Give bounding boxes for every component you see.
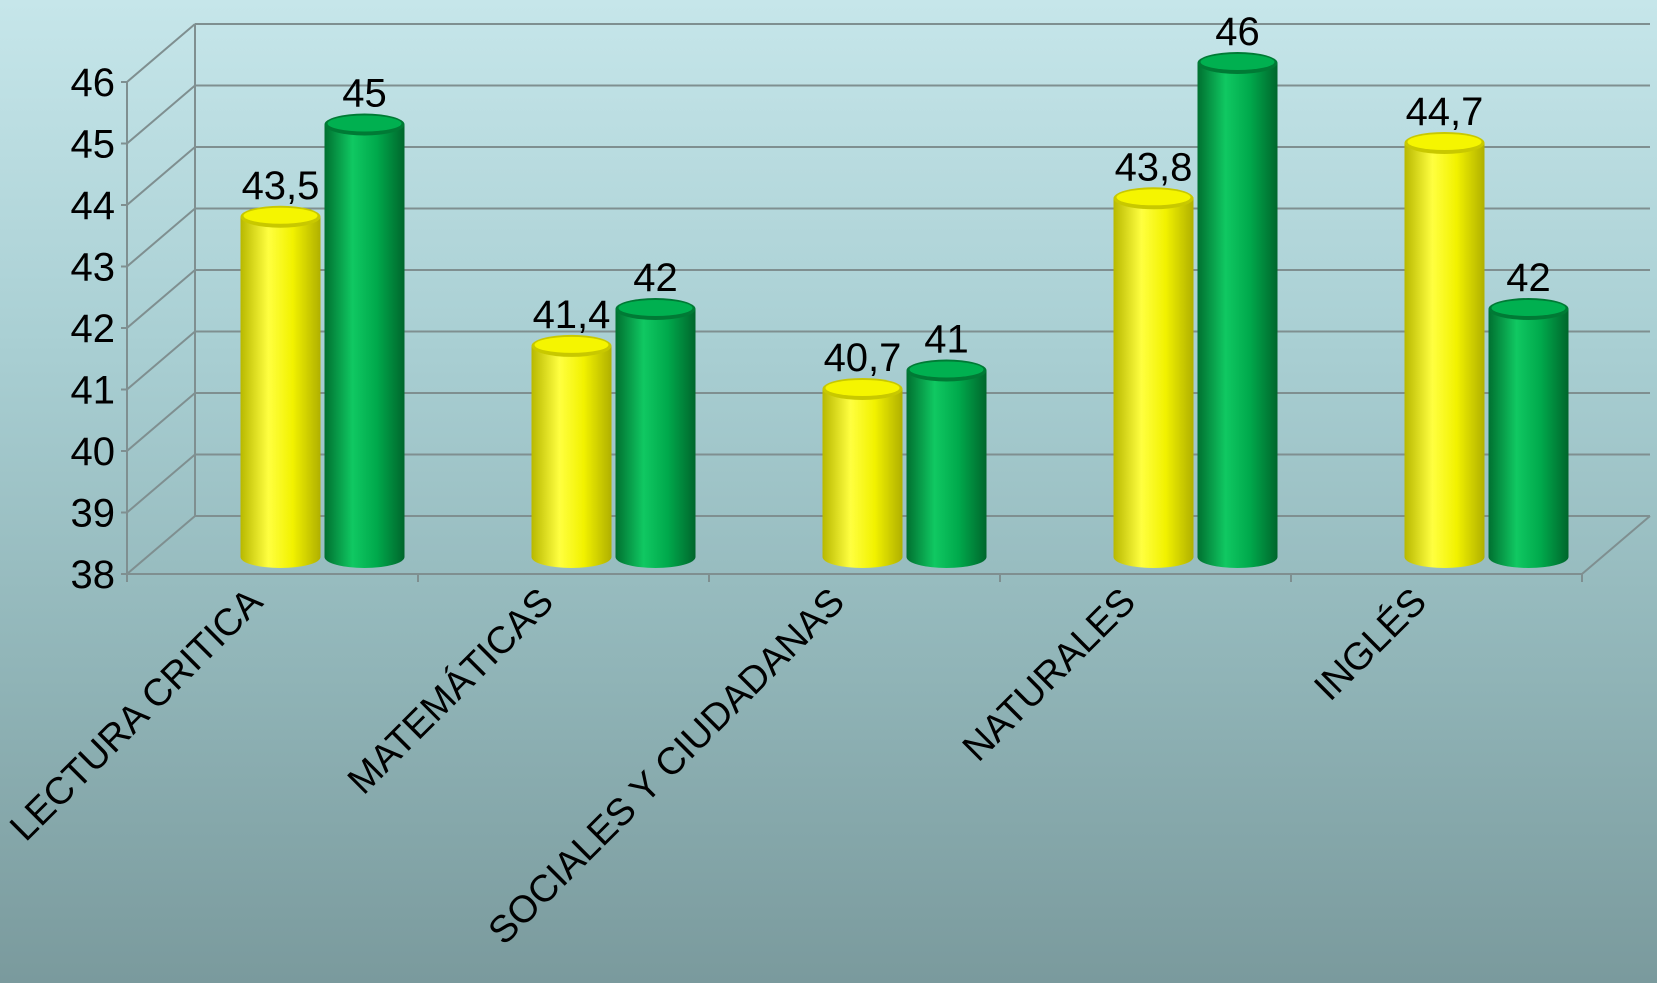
- gridline-diagonal: [126, 84, 196, 145]
- bar-top-highlight: [1407, 133, 1482, 150]
- bar: [906, 359, 987, 568]
- bar-top-highlight: [534, 336, 609, 353]
- y-tick-label: 43: [71, 246, 116, 290]
- bar: [1404, 131, 1485, 568]
- y-tick-label: 41: [71, 369, 116, 413]
- y-tick-label: 40: [71, 430, 116, 474]
- data-label: 45: [342, 72, 387, 116]
- y-tick-label: 42: [71, 307, 116, 351]
- x-category-label: NATURALES: [955, 581, 1144, 770]
- bar: [1113, 187, 1194, 569]
- bar-body: [324, 124, 405, 568]
- data-label: 42: [633, 256, 678, 300]
- bar: [822, 377, 903, 568]
- bar-body: [822, 388, 903, 568]
- gridline-diagonal: [126, 207, 196, 268]
- y-tick-label: 46: [71, 61, 116, 105]
- bar-body: [906, 370, 987, 568]
- gridline-diagonal: [126, 453, 196, 514]
- gridline-diagonal: [126, 392, 196, 452]
- gridline-diagonal: [126, 269, 196, 329]
- x-category-label: LECTURA CRITICA: [2, 580, 271, 849]
- data-label: 40,7: [824, 336, 902, 380]
- data-label: 46: [1215, 10, 1260, 54]
- data-label: 41,4: [533, 293, 611, 337]
- gridline-diagonal: [126, 146, 196, 206]
- bar-top-highlight: [909, 361, 984, 378]
- bar-body: [1404, 142, 1485, 568]
- bar-top-highlight: [825, 379, 900, 396]
- bar-body: [1113, 198, 1194, 569]
- y-tick-label: 45: [71, 123, 116, 167]
- data-labels: 43,5 45 LECTURA CRITICA 41,4 42 MATEMÁTICAS 40…: [2, 10, 1550, 953]
- bar: [240, 205, 321, 568]
- bar-top-highlight: [1491, 300, 1566, 316]
- gridline-diagonal: [126, 23, 196, 83]
- data-label: 43,8: [1115, 145, 1193, 189]
- axes: 38 39 40 41 42 43 44 45 46: [71, 24, 1651, 597]
- bar: [324, 113, 405, 568]
- bar: [531, 334, 612, 568]
- gridline-diagonal: [126, 330, 196, 391]
- bar-body: [615, 309, 696, 568]
- y-tick-label: 38: [71, 553, 116, 597]
- bar-body: [531, 345, 612, 568]
- data-label: 43,5: [242, 164, 320, 208]
- bar-body: [1197, 63, 1278, 568]
- y-tick-label: 39: [71, 492, 116, 536]
- data-label: 41: [924, 318, 969, 362]
- x-category-label: SOCIALES Y CIUDADANAS: [481, 581, 853, 953]
- bar-top-highlight: [243, 207, 318, 224]
- x-category-label: INGLÉS: [1306, 580, 1435, 709]
- bars: [240, 52, 1569, 569]
- bar: [615, 298, 696, 568]
- bar: [1197, 52, 1278, 568]
- bar-body: [1488, 309, 1569, 568]
- bar-top-highlight: [1116, 189, 1191, 206]
- bar: [1488, 298, 1569, 568]
- gridline-diagonal: [126, 515, 196, 575]
- bar-top-highlight: [1200, 54, 1275, 70]
- data-label: 44,7: [1406, 90, 1484, 134]
- x-category-label: MATEMÁTICAS: [339, 580, 561, 802]
- y-tick-label: 44: [71, 184, 116, 228]
- bar-top-highlight: [327, 115, 402, 132]
- floor-edge: [1581, 515, 1651, 575]
- bar-top-highlight: [618, 300, 693, 316]
- data-label: 42: [1506, 256, 1551, 300]
- bar-body: [240, 216, 321, 568]
